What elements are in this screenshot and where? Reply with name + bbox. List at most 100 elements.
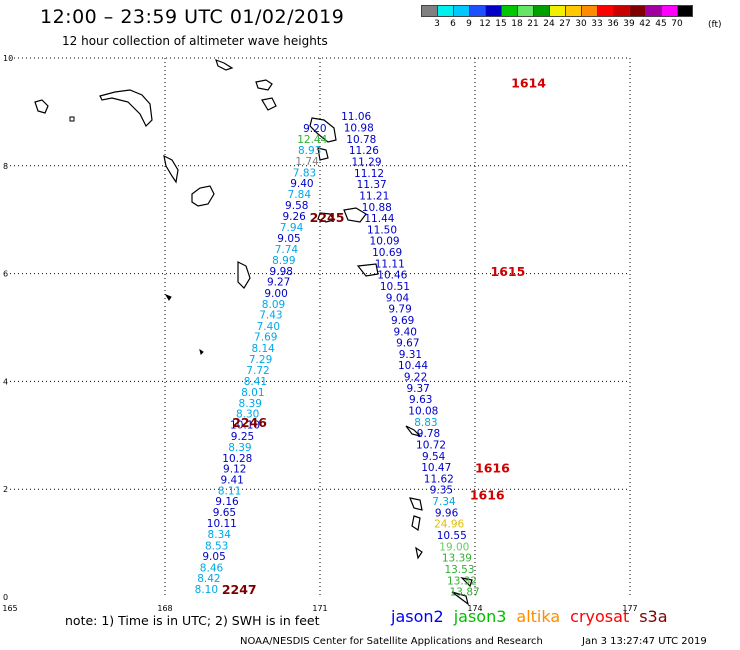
wave-height-point: 11.12 <box>354 168 384 180</box>
legend-tick-label: 15 <box>495 19 507 29</box>
satellite-legend-item: s3a <box>639 607 668 626</box>
wave-height-point: 8.99 <box>272 255 295 267</box>
legend-tick-label: 33 <box>591 19 603 29</box>
island-outline <box>409 497 423 511</box>
wave-height-point: 13.53 <box>444 564 474 576</box>
wave-height-point: 9.00 <box>264 288 287 300</box>
wave-height-point: 8.30 <box>236 409 259 421</box>
wave-height-point: 9.25 <box>231 431 254 443</box>
island-outline <box>317 212 335 223</box>
island-outline <box>411 515 421 532</box>
wave-height-point: 10.72 <box>416 439 446 451</box>
wave-height-point: 9.78 <box>417 428 440 440</box>
x-tick-label: 174 <box>467 604 482 613</box>
wave-height-point: 19.00 <box>439 541 469 553</box>
island-outline <box>69 116 75 122</box>
island-outline <box>451 591 469 606</box>
wave-height-point: 9.05 <box>277 233 300 245</box>
wave-height-point: 12.44 <box>297 134 327 146</box>
legend-tick-label: 45 <box>655 19 667 29</box>
wave-height-point: 8.11 <box>218 485 241 497</box>
wave-height-point: 11.37 <box>357 179 387 191</box>
island-outline <box>255 79 273 91</box>
island-outline <box>356 263 379 277</box>
axes: 165 168 171 174 177 0 2 4 6 8 10 <box>2 54 637 613</box>
wave-height-point: 7.94 <box>280 222 304 234</box>
legend-swatch <box>581 5 597 17</box>
legend-swatch <box>549 5 565 17</box>
pass-time-label: 2247 <box>222 582 257 597</box>
y-tick-label: 10 <box>3 54 13 63</box>
island-outline <box>164 293 172 301</box>
wave-height-point: 8.46 <box>200 562 224 574</box>
x-tick-label: 168 <box>157 604 172 613</box>
wave-height-point: 13.39 <box>442 553 472 565</box>
x-tick-label: 165 <box>2 604 17 613</box>
wave-height-point: 8.39 <box>239 398 262 410</box>
wave-height-point: 10.98 <box>344 123 374 135</box>
wave-height-point: 9.67 <box>396 338 419 350</box>
legend-tick-label: 70 <box>671 19 683 29</box>
island-outline <box>261 97 277 111</box>
satellite-legend-item: jason2 <box>391 607 444 626</box>
legend-swatch <box>485 5 501 17</box>
wave-height-point: 9.16 <box>215 496 239 508</box>
wave-height-point: 9.65 <box>213 507 236 519</box>
legend-tick-label: 42 <box>639 19 651 29</box>
legend-swatch <box>565 5 581 17</box>
island-outline <box>199 348 204 355</box>
pass-time-label: 2245 <box>310 210 345 225</box>
wave-height-point: 8.34 <box>208 529 232 541</box>
pass-time-label: 1616 <box>470 488 505 503</box>
wave-height-point: 7.69 <box>254 332 277 344</box>
time-labels: 2246 2247 2245 1614 1615 1616 1616 <box>222 75 546 597</box>
wave-height-point: 24.96 <box>434 519 464 531</box>
wave-height-point: 8.10 <box>195 584 218 596</box>
grid <box>10 57 631 597</box>
wave-height-point: 7.40 <box>257 321 280 333</box>
island-outline <box>237 261 251 289</box>
wave-height-point: 9.96 <box>435 507 459 519</box>
wave-height-point: 8.93 <box>298 145 321 157</box>
legend-tick-label: 39 <box>623 19 635 29</box>
wave-height-point: 7.74 <box>275 244 299 256</box>
satellite-legend-item: jason3 <box>453 607 507 626</box>
wave-height-point: 9.20 <box>303 123 326 135</box>
wave-height-point: 9.22 <box>404 372 427 384</box>
wave-height-point: 10.47 <box>421 462 451 474</box>
pass-time-label: 1616 <box>475 461 510 476</box>
wave-height-point: 9.26 <box>282 211 306 223</box>
wave-height-point: 10.10 <box>230 420 260 432</box>
legend-swatch <box>597 5 613 17</box>
pass-time-label: 1615 <box>491 264 526 279</box>
wave-height-point: 8.53 <box>205 540 228 552</box>
wave-height-point: 11.06 <box>341 111 371 123</box>
wave-height-point: 7.84 <box>288 189 312 201</box>
legend-swatch <box>533 5 549 17</box>
legend-swatch <box>613 5 629 17</box>
legend-swatches <box>421 5 693 17</box>
wave-height-point: 7.43 <box>259 310 282 322</box>
wave-height-point: 10.44 <box>398 360 428 372</box>
wave-height-point: 9.37 <box>406 383 429 395</box>
legend-swatch <box>661 5 677 17</box>
credit-line: NOAA/NESDIS Center for Satellite Applica… <box>240 636 543 647</box>
legend-labels: 3 6 9 12 15 18 21 24 27 30 33 36 39 42 45 70 <box>421 17 693 31</box>
generated-timestamp: Jan 3 13:27:47 UTC 2019 <box>582 636 707 647</box>
legend-tick-label: 24 <box>543 19 555 29</box>
footer-note: note: 1) Time is in UTC; 2) SWH is in fe… <box>65 613 320 628</box>
island-outline <box>343 207 367 223</box>
wave-height-point: 9.54 <box>422 451 446 463</box>
legend-tick-label: 18 <box>511 19 523 29</box>
wave-height-point: 9.98 <box>270 266 293 278</box>
data-points: 8.108.428.469.058.538.3410.119.659.168.1… <box>195 111 480 598</box>
satellite-legend-item: altika <box>516 607 561 626</box>
chart-title: 12:00 – 23:59 UTC 01/02/2019 <box>40 6 345 28</box>
legend-swatch <box>421 5 437 17</box>
wave-height-point: 11.29 <box>351 156 381 168</box>
wave-height-point: 13.87 <box>450 587 480 599</box>
x-tick-label: 177 <box>622 604 637 613</box>
coastline-map <box>34 58 473 606</box>
legend-swatch <box>629 5 645 17</box>
